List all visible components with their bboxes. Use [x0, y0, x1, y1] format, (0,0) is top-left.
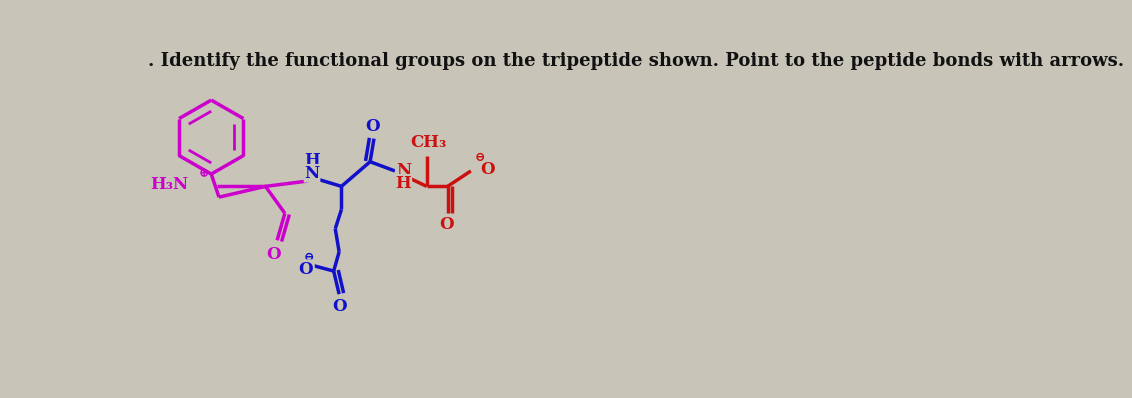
Text: N: N: [396, 162, 411, 179]
Text: CH₃: CH₃: [410, 134, 446, 151]
Text: H₃N: H₃N: [149, 176, 188, 193]
Text: ⊖: ⊖: [475, 151, 486, 164]
Text: H: H: [395, 175, 411, 192]
Text: O: O: [439, 217, 454, 233]
Text: O: O: [332, 298, 346, 315]
Text: H: H: [305, 152, 320, 169]
Text: N: N: [305, 165, 319, 182]
Text: . Identify the functional groups on the tripeptide shown. Point to the peptide b: . Identify the functional groups on the …: [147, 53, 1124, 70]
Text: O: O: [267, 246, 282, 263]
Text: ⊕: ⊕: [198, 168, 208, 181]
Text: O: O: [299, 261, 314, 278]
Text: ⊖: ⊖: [303, 252, 315, 264]
Text: O: O: [366, 118, 379, 135]
Text: O: O: [480, 161, 495, 178]
